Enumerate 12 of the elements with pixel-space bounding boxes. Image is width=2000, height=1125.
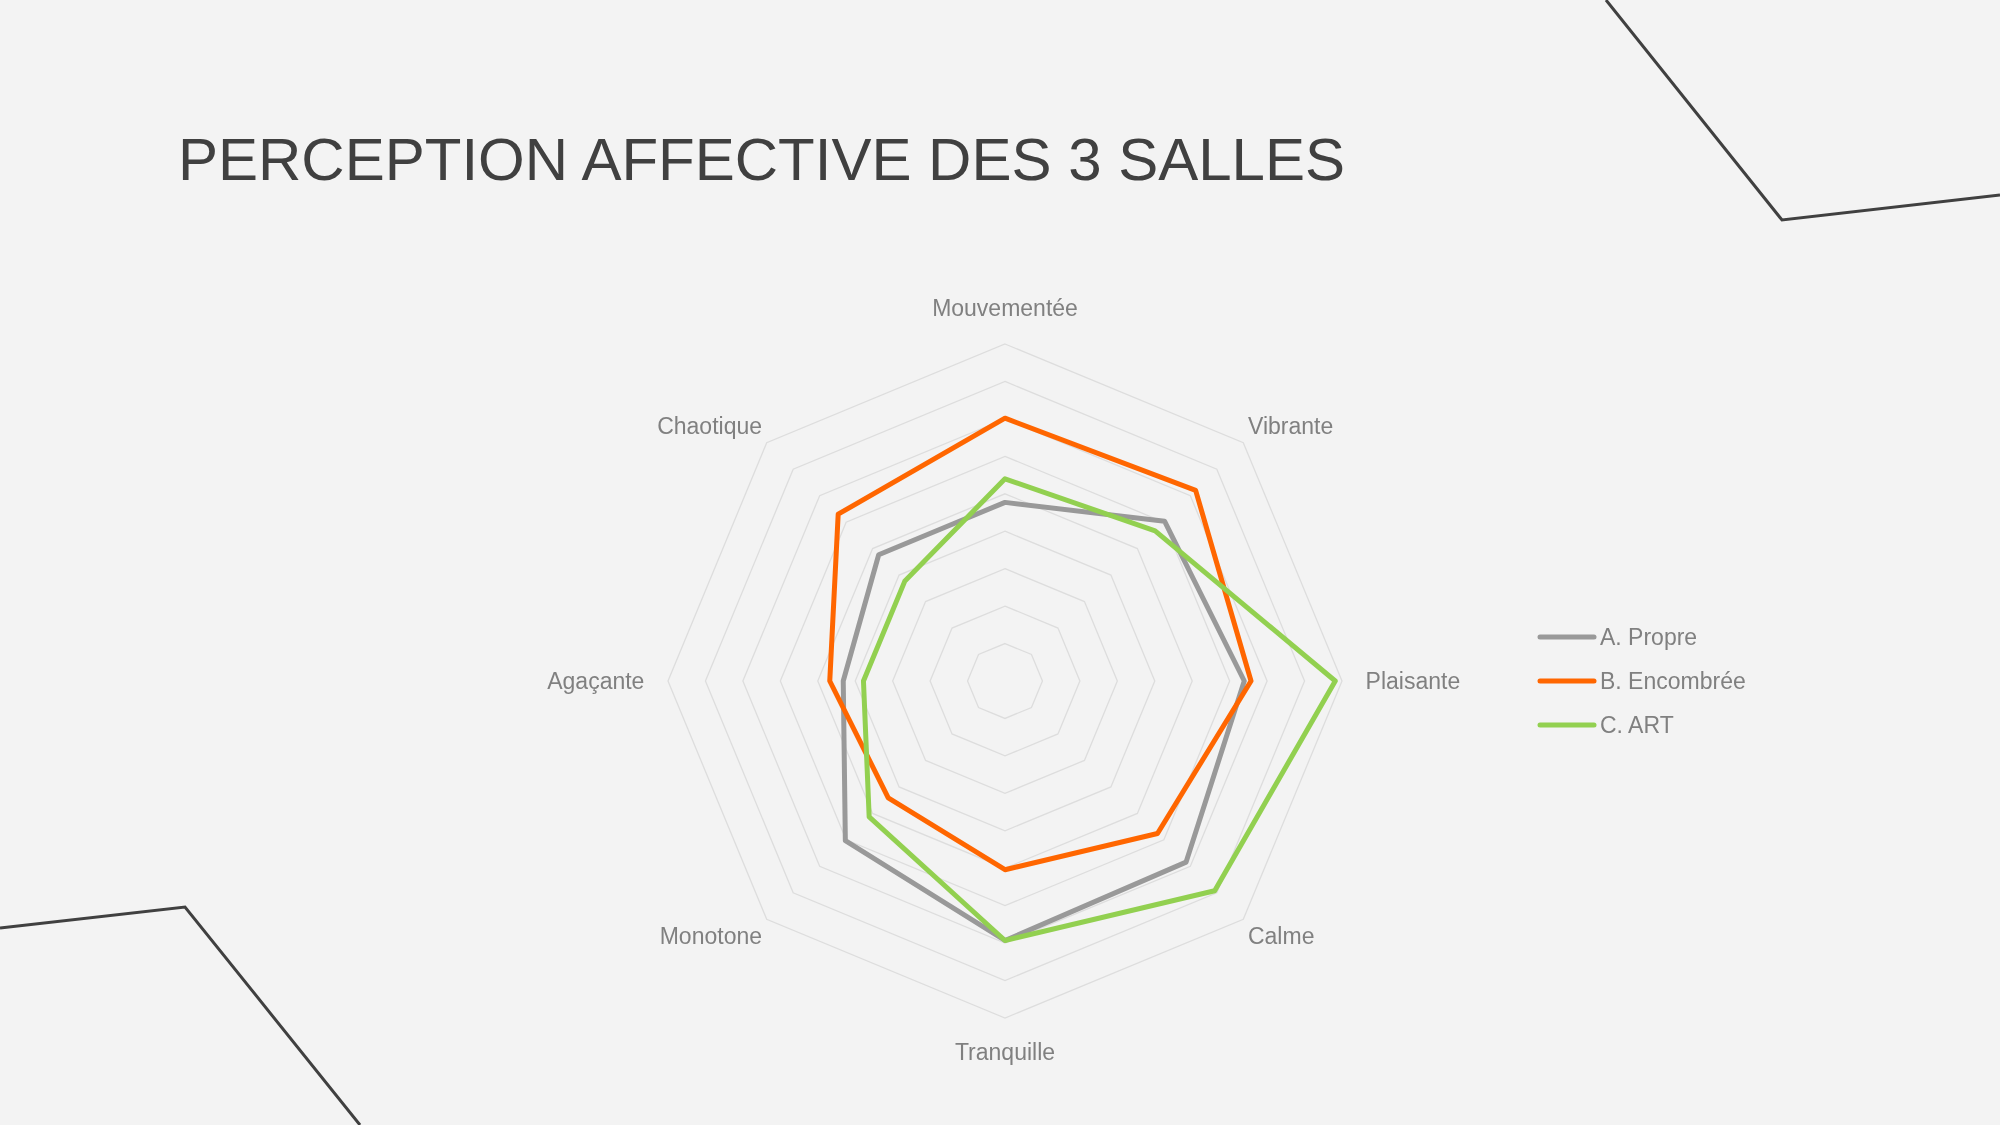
legend-label: C. ART [1600, 712, 1674, 738]
legend-label: B. Encombrée [1600, 668, 1746, 694]
spoke-label: Tranquille [954, 1038, 1056, 1065]
spoke-label: Chaotique [657, 413, 763, 440]
legend-label: A. Propre [1600, 624, 1698, 650]
spoke-label: Monotone [659, 922, 763, 949]
spoke-label: Agaçante [547, 668, 645, 694]
spoke-label: Vibrante [1247, 413, 1334, 440]
spoke-label: Calme [1247, 922, 1315, 949]
spoke-label: Plaisante [1365, 668, 1461, 694]
spoke-label: Mouvementée [932, 295, 1078, 322]
chart-title: PERCEPTION AFFECTIVE DES 3 SALLES [178, 126, 1346, 193]
